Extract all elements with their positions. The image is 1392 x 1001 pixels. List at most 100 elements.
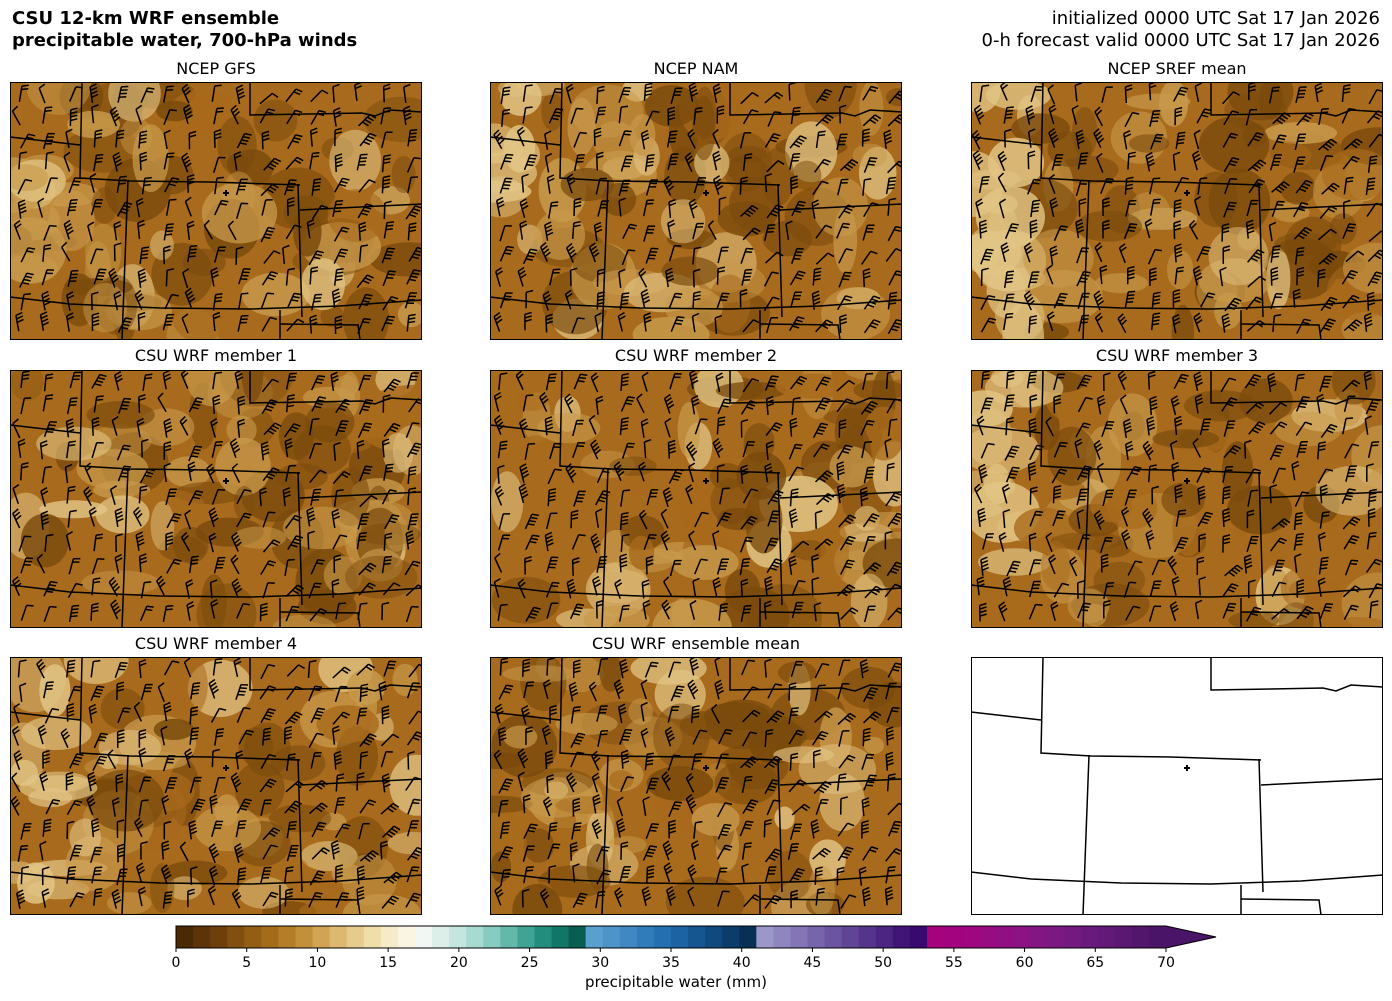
wind-barb-flag <box>712 577 720 582</box>
wind-barb-flag <box>1353 516 1361 521</box>
wind-barb <box>1149 399 1153 416</box>
wind-barb <box>237 293 243 310</box>
wind-barb-flag <box>15 311 23 317</box>
wind-barb-flag <box>392 514 400 518</box>
wind-barb <box>976 579 980 596</box>
wind-barb-flag <box>114 371 122 376</box>
wind-barb-flag <box>1005 116 1013 119</box>
wind-barb-flag <box>529 540 537 544</box>
wind-barb-flag <box>520 490 528 496</box>
wind-barb-flag <box>403 105 411 110</box>
wind-barb-flag <box>412 682 420 685</box>
pw-contour-blob <box>975 186 1045 248</box>
wind-barb-flag <box>71 762 80 766</box>
wind-barb <box>382 270 390 287</box>
state-border <box>249 82 422 117</box>
wind-barb <box>1076 512 1081 529</box>
wind-barb <box>90 685 99 702</box>
wind-barb <box>973 109 982 125</box>
wind-barb <box>116 202 126 217</box>
wind-barb <box>862 179 866 196</box>
wind-barb-flag <box>669 202 677 207</box>
wind-barb <box>1121 533 1128 550</box>
wind-barb <box>1124 444 1129 461</box>
wind-barb <box>260 227 269 243</box>
wind-barb-flag <box>357 443 365 448</box>
pw-contour-blob <box>761 147 794 207</box>
wind-barb <box>1053 225 1062 241</box>
wind-barb-flag <box>549 488 557 491</box>
wind-barb-flag <box>88 778 96 783</box>
wind-barb-flag <box>1347 226 1355 229</box>
wind-barb-flag <box>181 531 188 538</box>
wind-barb-flag <box>408 139 416 142</box>
wind-barb-flag <box>367 736 375 741</box>
wind-barb-flag <box>497 492 505 498</box>
wind-barb-flag <box>13 749 21 756</box>
wind-barb <box>114 662 122 678</box>
wind-barb <box>331 728 336 745</box>
wind-barb <box>1173 223 1176 240</box>
wind-barb-flag <box>982 407 990 410</box>
wind-barb <box>862 513 874 528</box>
wind-barb <box>1291 464 1296 481</box>
pw-contour-blob <box>1184 390 1258 422</box>
wind-barb-flag <box>1350 537 1358 542</box>
wind-barb <box>309 608 321 622</box>
wind-barb-flag <box>719 610 728 613</box>
wind-barb-flag <box>802 540 810 546</box>
wind-barb-flag <box>1255 296 1263 301</box>
wind-barb-flag <box>871 564 879 570</box>
wind-barb <box>1001 487 1008 504</box>
wind-barb-flag <box>320 204 329 209</box>
wind-barb-flag <box>744 156 752 160</box>
wind-barb-flag <box>1322 514 1330 517</box>
pw-contour-blob <box>382 432 414 473</box>
wind-barb-flag <box>540 395 548 401</box>
wind-barb-flag <box>797 378 805 383</box>
wind-barb-flag <box>140 485 148 489</box>
wind-barb-flag <box>270 270 279 275</box>
wind-barb <box>1271 181 1285 193</box>
wind-barb-flag <box>836 461 844 466</box>
wind-barb-flag <box>115 162 123 167</box>
wind-barb-flag <box>1325 602 1334 606</box>
wind-barb <box>237 315 243 332</box>
wind-barb <box>1319 205 1332 219</box>
wind-barb-flag <box>1355 319 1363 325</box>
wind-barb-flag <box>530 537 539 541</box>
wind-barb-flag <box>310 269 318 273</box>
wind-barb-flag <box>795 319 803 323</box>
wind-barb <box>164 177 173 193</box>
wind-barb <box>1220 377 1230 393</box>
wind-barb-flag <box>41 318 49 323</box>
wind-barb <box>358 224 361 241</box>
wind-barb <box>1076 247 1083 264</box>
wind-barb-flag <box>1353 321 1360 327</box>
wind-barb-flag <box>798 200 806 204</box>
wind-barb-flag <box>842 222 850 226</box>
wind-barb-flag <box>405 530 413 535</box>
wind-barb-flag <box>1028 128 1036 133</box>
wind-barb <box>43 225 51 241</box>
wind-barb-flag <box>285 441 293 446</box>
wind-barb-flag <box>415 249 422 254</box>
wind-barb <box>1198 579 1201 596</box>
wind-barb <box>1320 424 1332 439</box>
wind-barb-flag <box>1181 86 1189 90</box>
wind-barb-flag <box>191 730 199 734</box>
wind-barb-flag <box>162 798 170 804</box>
wind-barb-flag <box>212 394 220 399</box>
wind-barb <box>1342 516 1355 530</box>
wind-barb <box>65 421 70 438</box>
wind-barb <box>20 464 23 481</box>
wind-barb <box>157 686 165 703</box>
wind-barb <box>522 107 527 124</box>
pw-contour-blob <box>215 437 271 496</box>
wind-barb-flag <box>848 584 856 589</box>
wind-barb-flag <box>1121 529 1128 535</box>
wind-barb-flag <box>96 761 104 765</box>
wind-barb-flag <box>851 158 859 164</box>
wind-barb-flag <box>1369 405 1378 408</box>
wind-barb-flag <box>576 603 585 606</box>
